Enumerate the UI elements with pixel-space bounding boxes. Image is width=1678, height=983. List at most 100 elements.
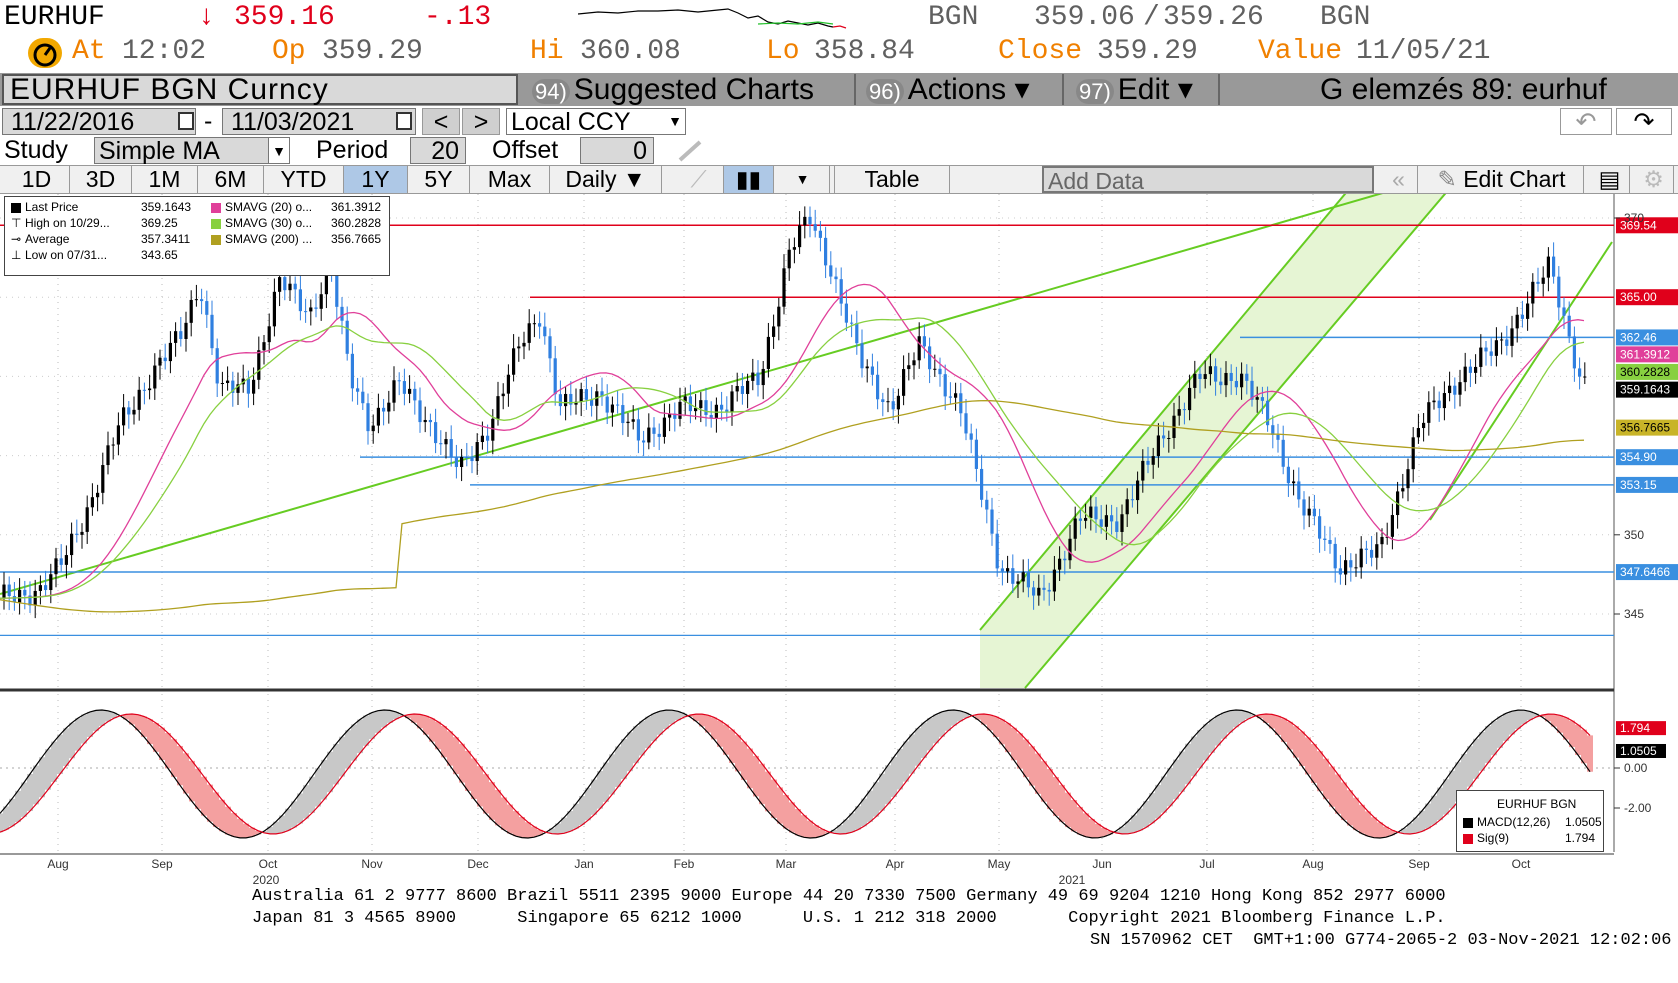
candle-body [954, 393, 958, 398]
undo-button[interactable]: ↶ [1560, 108, 1612, 135]
candle-body [1104, 515, 1108, 527]
candle-body [1146, 460, 1150, 465]
y-tick-label: 350 [1624, 528, 1644, 542]
price-tag [1616, 329, 1678, 346]
chevron-down-icon[interactable]: ▼ [668, 113, 682, 129]
tab-3d[interactable]: 3D [70, 166, 132, 193]
candle-body [1354, 567, 1358, 569]
candle-body [1266, 400, 1270, 426]
candle-body [605, 396, 609, 413]
high-label: Hi [530, 36, 564, 67]
candle-body [1276, 434, 1280, 440]
candle-body [668, 413, 672, 418]
offset-input[interactable]: 0 [580, 137, 654, 164]
channel-lower-line [1024, 194, 1447, 689]
gear-icon[interactable]: ⚙ [1634, 166, 1674, 193]
candle-body [220, 383, 224, 385]
candle-body [1442, 393, 1446, 409]
redo-button[interactable]: ↷ [1616, 108, 1672, 135]
calendar-icon[interactable] [178, 112, 194, 130]
candle-body [106, 445, 110, 466]
candle-body [527, 323, 531, 343]
candle-body [392, 380, 396, 403]
price-tag-label: 356.7665 [1620, 421, 1670, 435]
period-input[interactable]: 20 [410, 137, 466, 164]
price-tag-label: 353.15 [1620, 478, 1657, 492]
x-axis-month-label: Sep [151, 857, 173, 871]
currency-select[interactable]: Local CCY [506, 108, 686, 135]
candle-body [439, 443, 443, 445]
tab-1m[interactable]: 1M [132, 166, 198, 193]
legend-value: 356.7665 [331, 232, 382, 246]
chart-settings-icon[interactable]: ▤ [1590, 166, 1630, 193]
candle-body [772, 326, 776, 337]
price-tag-label: 369.54 [1620, 218, 1657, 232]
candle-body [798, 225, 802, 248]
collapse-button[interactable]: « [1380, 166, 1418, 193]
candle-body [1068, 538, 1072, 561]
chart-type-line-icon[interactable]: ⟋ [674, 166, 724, 193]
calendar-icon[interactable] [396, 112, 412, 130]
edit-chart-button[interactable]: ✎ Edit Chart [1420, 166, 1584, 193]
date-separator: - [204, 107, 213, 135]
actions-menu[interactable]: 96) Actions ▾ [866, 74, 1030, 105]
candle-body [283, 277, 287, 291]
candle-body [132, 409, 136, 415]
next-period-button[interactable]: > [462, 108, 500, 135]
candle-body [902, 369, 906, 396]
edit-menu[interactable]: 97) Edit ▾ [1076, 74, 1193, 105]
start-date-field[interactable]: 11/22/2016 [2, 108, 196, 135]
candle-body [1084, 517, 1088, 521]
tab-max[interactable]: Max [470, 166, 550, 193]
pencil-icon[interactable] [676, 138, 706, 164]
candle-body [163, 357, 167, 362]
table-button[interactable]: Table [834, 166, 950, 193]
tab-5y[interactable]: 5Y [408, 166, 470, 193]
chevron-down-icon[interactable]: ▼ [776, 166, 830, 193]
tab-1d[interactable]: 1D [4, 166, 70, 193]
candle-body [1401, 488, 1405, 492]
candle-body [657, 433, 661, 437]
candle-body [610, 404, 614, 413]
candle-body [896, 395, 900, 410]
add-data-input[interactable]: Add Data [1042, 166, 1374, 194]
chart-type-candle-icon[interactable]: ▮▮ [724, 166, 774, 193]
candle-body [59, 558, 63, 565]
suggested-charts-menu[interactable]: 94) Suggested Charts [532, 74, 814, 105]
candle-body [428, 419, 432, 423]
candle-body [980, 468, 984, 500]
macd-tag-label: 1.0505 [1620, 744, 1657, 758]
x-axis-month-label: Jul [1199, 857, 1214, 871]
candle-body [574, 401, 578, 405]
tab-6m[interactable]: 6M [198, 166, 264, 193]
realtime-gauge-icon[interactable] [28, 38, 62, 68]
x-axis-month-label: Jun [1092, 857, 1111, 871]
candle-body [309, 307, 313, 312]
high-value: 360.08 [580, 36, 681, 67]
candle-body [148, 388, 152, 391]
x-axis-month-label: Dec [467, 857, 488, 871]
price-chart[interactable]: 369.54 365.00 362.46 361.3912 360.2828 359.16… [0, 194, 1678, 894]
chevron-down-icon[interactable]: ▼ [268, 137, 290, 164]
candle-body [38, 585, 42, 591]
x-axis-month-label: Sep [1408, 857, 1430, 871]
candle-body [174, 331, 178, 343]
tab-ytd[interactable]: YTD [264, 166, 344, 193]
macd-line [0, 709, 1591, 839]
candle-body [1583, 376, 1587, 378]
security-field[interactable]: EURHUF BGN Curncy [2, 74, 518, 105]
candle-body [631, 419, 635, 422]
frequency-select[interactable]: Daily ▼ [550, 166, 662, 193]
end-date-field[interactable]: 11/03/2021 [222, 108, 416, 135]
prev-period-button[interactable]: < [422, 108, 460, 135]
candle-body [1037, 587, 1041, 596]
candle-body [1572, 336, 1576, 369]
candle-body [194, 299, 198, 301]
price-tag-label: 365.00 [1620, 290, 1657, 304]
candle-body [1520, 314, 1524, 319]
candle-body [397, 380, 401, 382]
tab-1y[interactable]: 1Y [344, 166, 408, 193]
study-select[interactable]: Simple MA [94, 137, 290, 164]
candle-body [1099, 519, 1103, 527]
candle-body [267, 326, 271, 343]
